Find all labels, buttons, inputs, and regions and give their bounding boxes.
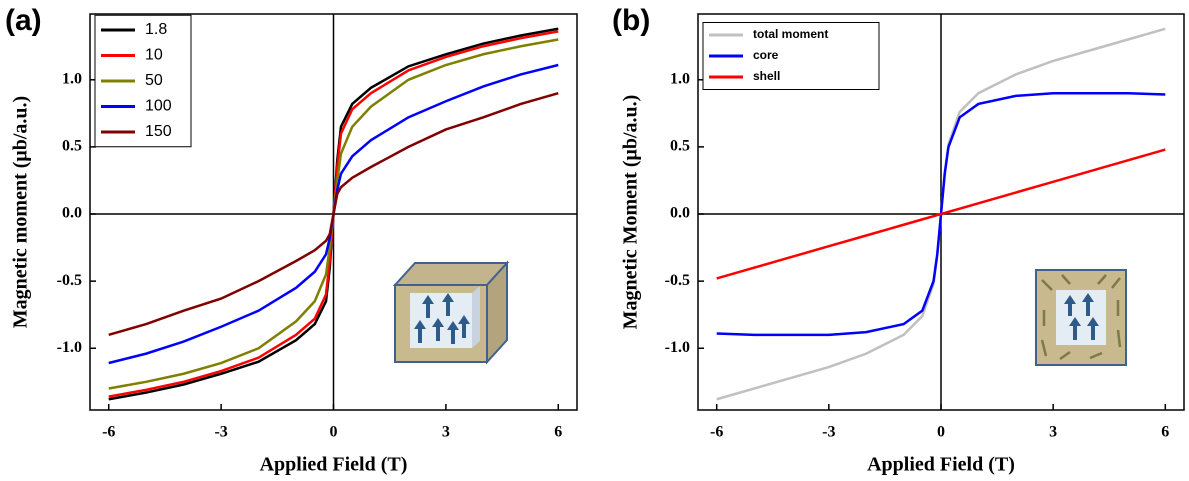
legend-label: 100 <box>145 98 172 115</box>
legend-label: core <box>753 48 779 62</box>
x-tick-label: -3 <box>214 424 227 441</box>
x-tick-label: -6 <box>710 424 723 441</box>
series-line <box>108 91 559 337</box>
panel-label: (b) <box>612 4 650 37</box>
x-tick-label: 6 <box>554 424 562 441</box>
x-tick-label: 0 <box>937 424 945 441</box>
y-axis-title: Magnetic Moment (μb/a.u.) <box>620 95 642 330</box>
series-line <box>716 148 1166 280</box>
y-tick-label: 0.0 <box>62 205 82 222</box>
x-tick-label: 6 <box>1161 424 1169 441</box>
y-tick-label: 1.0 <box>670 70 690 87</box>
x-axis-title: Applied Field (T) <box>867 454 1015 476</box>
x-axis-title: Applied Field (T) <box>260 454 408 476</box>
x-tick-label: 0 <box>330 424 338 441</box>
y-tick-label: -0.5 <box>57 272 82 289</box>
legend-label: shell <box>753 69 780 83</box>
x-tick-label: -6 <box>102 424 115 441</box>
y-tick-label: 1.0 <box>62 70 82 87</box>
y-tick-label: 0.5 <box>670 138 690 155</box>
x-tick-label: 3 <box>1049 424 1057 441</box>
inset-square <box>1035 269 1127 366</box>
inset-cube <box>392 260 510 365</box>
y-tick-label: 0.0 <box>670 205 690 222</box>
y-tick-label: -1.0 <box>57 339 82 356</box>
x-tick-label: 3 <box>442 424 450 441</box>
y-tick-label: 0.5 <box>62 138 82 155</box>
legend-label: 10 <box>145 47 163 64</box>
legend-label: 150 <box>145 123 172 140</box>
legend-label: total moment <box>753 27 828 41</box>
legend-label: 50 <box>145 72 163 89</box>
legend-label: 1.8 <box>145 21 167 38</box>
y-tick-label: -1.0 <box>665 339 690 356</box>
panel-label: (a) <box>5 4 42 37</box>
y-tick-label: -0.5 <box>665 272 690 289</box>
y-axis-title: Magnetic moment (μb/a.u.) <box>10 96 32 328</box>
x-tick-label: -3 <box>822 424 835 441</box>
